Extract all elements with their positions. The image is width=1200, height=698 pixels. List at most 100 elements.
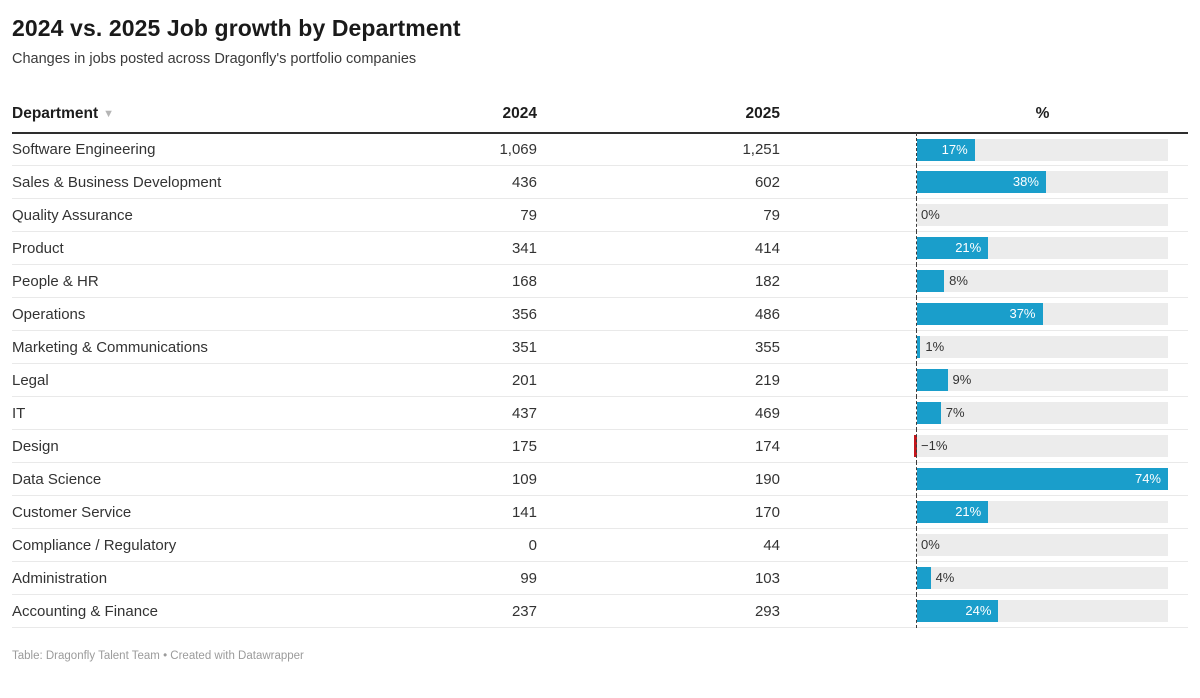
zero-axis-line — [916, 264, 917, 299]
bar-track: 0% — [917, 204, 1168, 227]
zero-axis-line — [916, 462, 917, 497]
growth-bar — [917, 138, 975, 161]
jobs-2024-cell: 356 — [417, 297, 537, 332]
bar-track: 0% — [917, 534, 1168, 557]
growth-bar-cell: 0% — [780, 198, 1188, 233]
jobs-2024-cell: 0 — [417, 528, 537, 563]
zero-axis-line — [916, 594, 917, 629]
department-cell: Marketing & Communications — [12, 330, 417, 365]
growth-bar — [917, 336, 921, 359]
growth-percent-label: 21% — [955, 504, 982, 520]
growth-bar — [917, 468, 1168, 491]
growth-bar — [917, 171, 1046, 194]
growth-bar — [917, 600, 999, 623]
jobs-2025-cell: 182 — [537, 264, 780, 299]
table-row: Software Engineering 1,069 1,251 17% — [12, 132, 1188, 167]
jobs-2024-cell: 341 — [417, 231, 537, 266]
data-table: Department ▼ 2024 2025 % Software Enginee… — [12, 92, 1188, 629]
growth-percent-label: 37% — [1009, 306, 1036, 322]
column-header-percent-label: % — [1035, 104, 1050, 122]
zero-axis-line — [916, 330, 917, 365]
column-header-2025[interactable]: 2025 — [537, 92, 780, 134]
table-row: Customer Service 141 170 21% — [12, 495, 1188, 530]
department-cell: Data Science — [12, 462, 417, 497]
column-header-2024[interactable]: 2024 — [417, 92, 537, 134]
jobs-2025-cell: 293 — [537, 594, 780, 629]
jobs-2025-cell: 44 — [537, 528, 780, 563]
bar-track: 8% — [917, 270, 1168, 293]
growth-bar — [913, 435, 917, 458]
growth-bar-cell: 0% — [780, 528, 1188, 563]
zero-axis-line — [916, 198, 917, 233]
jobs-2025-cell: 190 — [537, 462, 780, 497]
bar-track: 1% — [917, 336, 1168, 359]
growth-bar-cell: 38% — [780, 165, 1188, 200]
table-body: Software Engineering 1,069 1,251 17% Sal… — [12, 132, 1188, 629]
growth-percent-label: 8% — [949, 273, 968, 289]
table-row: Operations 356 486 37% — [12, 297, 1188, 332]
department-cell: Quality Assurance — [12, 198, 417, 233]
table-row: Design 175 174 −1% — [12, 429, 1188, 464]
department-cell: Software Engineering — [12, 132, 417, 167]
growth-bar — [917, 237, 989, 260]
growth-percent-label: 38% — [1012, 174, 1039, 190]
growth-percent-label: 0% — [921, 207, 940, 223]
table-header: Department ▼ 2024 2025 % — [12, 92, 1188, 134]
jobs-2024-cell: 1,069 — [417, 132, 537, 167]
table-row: Marketing & Communications 351 355 1% — [12, 330, 1188, 365]
bar-track: 17% — [917, 138, 1168, 161]
growth-bar-cell: 4% — [780, 561, 1188, 596]
jobs-2025-cell: 170 — [537, 495, 780, 530]
column-header-percent[interactable]: % — [780, 92, 1188, 134]
growth-percent-label: 9% — [952, 372, 972, 388]
sort-descending-icon[interactable]: ▼ — [103, 107, 115, 120]
zero-axis-line — [916, 363, 917, 398]
table-row: Data Science 109 190 74% — [12, 462, 1188, 497]
department-cell: Compliance / Regulatory — [12, 528, 417, 563]
department-cell: Accounting & Finance — [12, 594, 417, 629]
growth-percent-label: 4% — [935, 570, 955, 586]
jobs-2024-cell: 141 — [417, 495, 537, 530]
growth-bar-cell: 21% — [780, 231, 1188, 266]
growth-bar-cell: 1% — [780, 330, 1188, 365]
table-row: IT 437 469 7% — [12, 396, 1188, 431]
table-row: People & HR 168 182 8% — [12, 264, 1188, 299]
jobs-2025-cell: 1,251 — [537, 132, 780, 167]
jobs-2025-cell: 469 — [537, 396, 780, 431]
growth-bar — [917, 402, 941, 425]
department-cell: Product — [12, 231, 417, 266]
jobs-2024-cell: 175 — [417, 429, 537, 464]
growth-percent-label: 17% — [941, 141, 968, 157]
column-header-department[interactable]: Department ▼ — [12, 92, 417, 134]
zero-axis-line — [916, 297, 917, 332]
bar-track: 7% — [917, 402, 1168, 425]
bar-track: −1% — [913, 435, 1168, 458]
column-header-department-label: Department — [12, 104, 99, 122]
jobs-2025-cell: 219 — [537, 363, 780, 398]
growth-bar — [917, 303, 1043, 326]
zero-axis-line — [916, 165, 917, 200]
jobs-2024-cell: 437 — [417, 396, 537, 431]
jobs-2024-cell: 201 — [417, 363, 537, 398]
jobs-2025-cell: 486 — [537, 297, 780, 332]
table-row: Compliance / Regulatory 0 44 0% — [12, 528, 1188, 563]
chart-title: 2024 vs. 2025 Job growth by Department — [12, 15, 461, 41]
bar-track: 74% — [917, 468, 1168, 491]
jobs-2024-cell: 351 — [417, 330, 537, 365]
growth-bar-cell: 24% — [780, 594, 1188, 629]
growth-bar-cell: 7% — [780, 396, 1188, 431]
bar-track: 38% — [917, 171, 1168, 194]
growth-bar-cell: 37% — [780, 297, 1188, 332]
growth-percent-label: 7% — [945, 405, 965, 421]
zero-axis-line — [916, 561, 917, 596]
jobs-2025-cell: 174 — [537, 429, 780, 464]
growth-bar-cell: −1% — [780, 429, 1188, 464]
attribution: Table: Dragonfly Talent Team • Created w… — [12, 650, 304, 663]
growth-percent-label: 0% — [921, 537, 940, 553]
jobs-2024-cell: 168 — [417, 264, 537, 299]
jobs-2024-cell: 99 — [417, 561, 537, 596]
growth-bar — [917, 501, 989, 524]
bar-track: 4% — [917, 567, 1168, 590]
department-cell: Design — [12, 429, 417, 464]
